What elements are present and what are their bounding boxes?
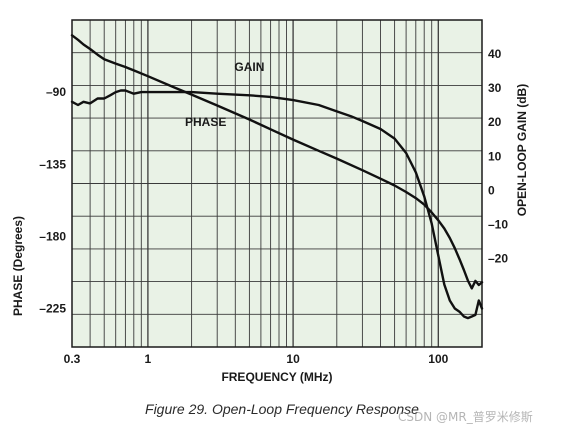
figure-caption: Figure 29. Open-Loop Frequency Response (145, 401, 419, 417)
phase-tick-label-2: –180 (39, 229, 66, 243)
gain-tick-label-4: 0 (488, 183, 495, 197)
phase-tick-label-1: –135 (39, 157, 66, 171)
x-tick-label-0: 0.3 (64, 352, 81, 366)
phase-tick-label-3: –225 (39, 302, 66, 316)
gain-tick-label-6: –20 (488, 251, 508, 265)
series-line-phase (70, 89, 484, 320)
plot-frame (71, 19, 483, 348)
gain-tick-label-1: 30 (488, 81, 502, 95)
series-label-phase: PHASE (185, 115, 226, 129)
y-left-axis-title: PHASE (Degrees) (11, 216, 25, 316)
x-tick-label-2: 10 (286, 352, 300, 366)
x-axis-title: FREQUENCY (MHz) (221, 370, 332, 384)
gain-tick-label-0: 40 (488, 47, 502, 61)
series-label-gain: GAIN (234, 60, 264, 74)
series-line-gain (70, 34, 484, 290)
y-right-axis-title: OPEN-LOOP GAIN (dB) (515, 84, 529, 216)
gain-tick-label-5: –10 (488, 217, 508, 231)
watermark-text: CSDN @MR_普罗米修斯 (398, 410, 533, 424)
gain-tick-label-2: 20 (488, 115, 502, 129)
gain-tick-label-3: 10 (488, 149, 502, 163)
x-tick-label-3: 100 (428, 352, 448, 366)
phase-tick-label-0: –90 (46, 85, 66, 99)
x-tick-label-1: 1 (145, 352, 152, 366)
